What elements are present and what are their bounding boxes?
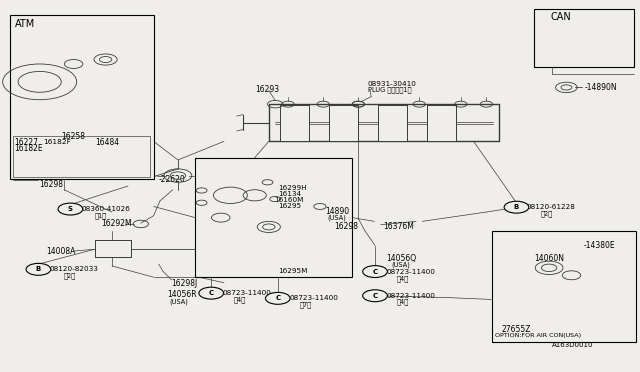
Text: 14008A: 14008A xyxy=(46,247,76,256)
Text: C: C xyxy=(372,269,378,275)
Text: 08120-61228: 08120-61228 xyxy=(526,204,575,210)
Text: 08723-11400: 08723-11400 xyxy=(289,295,338,301)
Text: 16298J: 16298J xyxy=(172,279,198,288)
Text: C: C xyxy=(209,290,214,296)
Text: -14380E: -14380E xyxy=(584,241,615,250)
Ellipse shape xyxy=(504,201,529,213)
Text: （1）: （1） xyxy=(95,212,107,219)
Text: 16295: 16295 xyxy=(278,203,301,209)
Text: 16484: 16484 xyxy=(95,138,119,147)
Text: OPTION:FOR AIR CON(USA): OPTION:FOR AIR CON(USA) xyxy=(495,333,581,338)
Text: （4）: （4） xyxy=(397,275,409,282)
Bar xyxy=(378,105,407,141)
Text: A163D0010: A163D0010 xyxy=(552,342,593,348)
Text: 16182F: 16182F xyxy=(44,140,72,145)
Text: 08931-30410: 08931-30410 xyxy=(368,81,417,87)
Bar xyxy=(329,105,358,141)
Text: 14056Q: 14056Q xyxy=(387,254,417,263)
Text: 16298: 16298 xyxy=(334,222,358,231)
Text: （4）: （4） xyxy=(397,299,409,305)
Text: 16376M: 16376M xyxy=(383,222,413,231)
Ellipse shape xyxy=(58,203,83,215)
Text: 16134: 16134 xyxy=(278,191,301,197)
Bar xyxy=(534,9,634,67)
Ellipse shape xyxy=(363,290,387,302)
Text: CAN: CAN xyxy=(550,13,571,22)
Text: C: C xyxy=(275,295,280,301)
Text: 16227: 16227 xyxy=(14,138,38,147)
Ellipse shape xyxy=(199,287,223,299)
Text: 16160M: 16160M xyxy=(274,197,303,203)
Text: 08120-82033: 08120-82033 xyxy=(50,266,99,272)
Text: 16298: 16298 xyxy=(40,180,64,189)
Bar xyxy=(427,105,456,141)
Ellipse shape xyxy=(363,266,387,278)
Bar xyxy=(10,15,154,179)
Text: C: C xyxy=(372,293,378,299)
Text: （2）: （2） xyxy=(64,273,76,279)
Text: -22620: -22620 xyxy=(159,175,186,184)
Bar xyxy=(280,105,309,141)
Text: 14060N: 14060N xyxy=(534,254,564,263)
Text: (USA): (USA) xyxy=(170,298,188,305)
Text: 14890: 14890 xyxy=(325,207,349,216)
Text: 16182E: 16182E xyxy=(14,144,43,153)
Text: （4）: （4） xyxy=(234,296,246,303)
Text: PLUG プラグ（1）: PLUG プラグ（1） xyxy=(368,87,412,93)
Text: 27655Z: 27655Z xyxy=(501,325,531,334)
Bar xyxy=(195,158,352,277)
Text: S: S xyxy=(68,206,73,212)
Text: B: B xyxy=(514,204,519,210)
Text: (USA): (USA) xyxy=(392,262,410,268)
Text: B: B xyxy=(36,266,41,272)
Text: 08360-41026: 08360-41026 xyxy=(82,206,131,212)
Bar xyxy=(13,136,150,177)
Text: 08723-11400: 08723-11400 xyxy=(223,290,271,296)
Text: (USA): (USA) xyxy=(328,214,346,221)
Text: 16258: 16258 xyxy=(61,132,84,141)
Text: 08723-11400: 08723-11400 xyxy=(387,269,435,275)
Text: 16295M: 16295M xyxy=(278,268,308,274)
Text: 14056R: 14056R xyxy=(168,291,197,299)
Ellipse shape xyxy=(266,292,290,304)
Text: 16293: 16293 xyxy=(255,85,279,94)
Text: （7）: （7） xyxy=(300,302,312,308)
Ellipse shape xyxy=(26,263,51,275)
Text: 16292M: 16292M xyxy=(101,219,132,228)
Text: ATM: ATM xyxy=(15,19,35,29)
Bar xyxy=(492,231,636,342)
Text: -14890N: -14890N xyxy=(584,83,617,92)
Text: 08723-11400: 08723-11400 xyxy=(387,293,435,299)
Text: 16299H: 16299H xyxy=(278,185,307,191)
Text: （2）: （2） xyxy=(541,210,553,217)
